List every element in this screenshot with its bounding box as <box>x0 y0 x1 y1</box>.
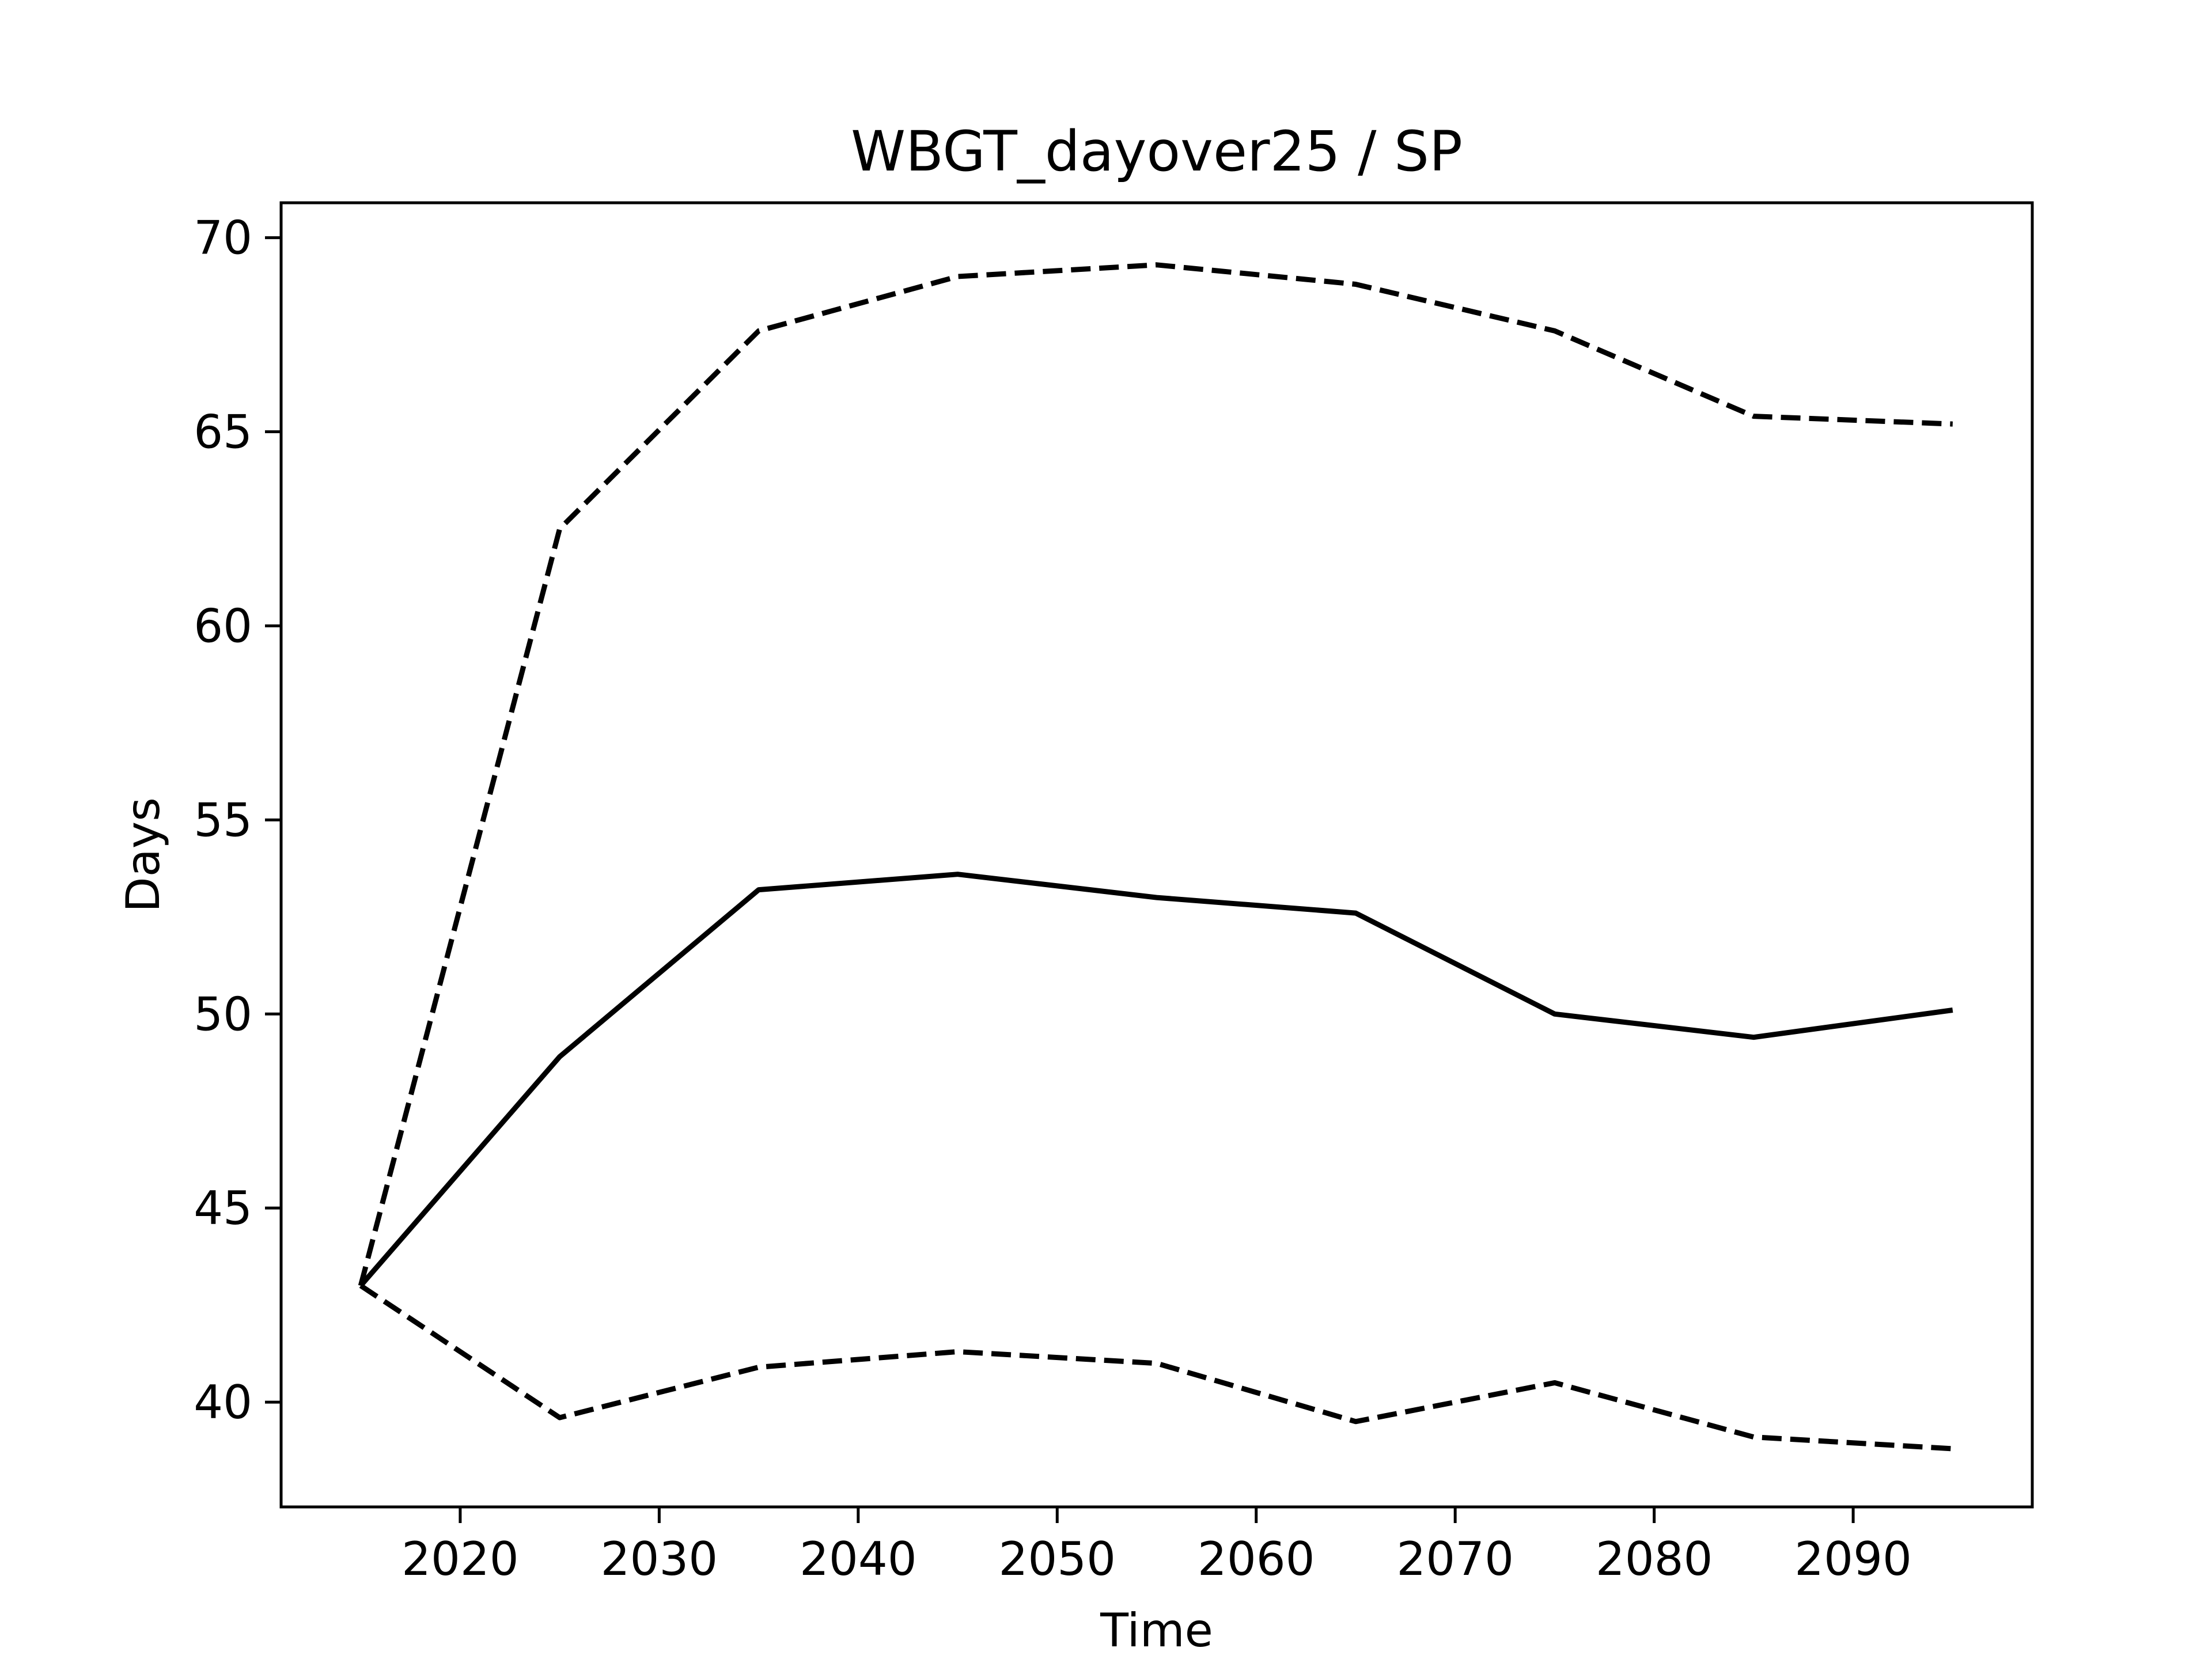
series-line-mean <box>358 872 1953 1287</box>
x-axis-label: Time <box>1100 1604 1213 1657</box>
series-layer <box>358 262 1953 1452</box>
x-tick-label: 2020 <box>402 1532 519 1586</box>
ticks-layer: 2020 2030 2040 2050 2060 2070 2080 2090 40 45 50 55… <box>194 211 1912 1586</box>
y-tick-label: 60 <box>194 599 252 653</box>
x-tick-label: 2060 <box>1198 1532 1315 1586</box>
x-tick-label: 2040 <box>800 1532 917 1586</box>
x-tick-label: 2070 <box>1396 1532 1514 1586</box>
y-axis-label: Days <box>116 797 170 912</box>
y-tick-label: 50 <box>194 987 252 1041</box>
plot-area-frame <box>279 201 2034 1509</box>
series-line-upper <box>358 262 1953 1287</box>
x-tick-label: 2080 <box>1596 1532 1713 1586</box>
chart-title: WBGT_dayover25 / SP <box>851 119 1463 184</box>
y-tick-label: 65 <box>194 406 252 459</box>
y-tick-label: 45 <box>194 1181 252 1235</box>
x-tick-label: 2090 <box>1794 1532 1912 1586</box>
series-line-lower <box>359 1283 1953 1452</box>
x-tick-label: 2030 <box>601 1532 718 1586</box>
x-tick-label: 2050 <box>998 1532 1116 1586</box>
y-tick-label: 55 <box>194 793 252 847</box>
y-tick-label: 40 <box>194 1376 252 1429</box>
y-tick-label: 70 <box>194 211 252 265</box>
